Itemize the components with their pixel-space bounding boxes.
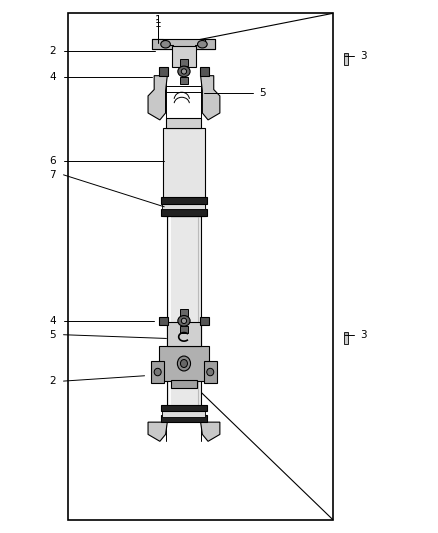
Bar	[172, 46, 196, 67]
Ellipse shape	[181, 69, 187, 74]
Bar	[204, 361, 217, 383]
Text: 1: 1	[154, 19, 161, 29]
Bar	[161, 197, 207, 204]
Bar	[162, 411, 205, 417]
Text: 6: 6	[49, 156, 56, 166]
Bar	[171, 380, 197, 388]
Polygon shape	[195, 39, 215, 49]
Bar	[161, 209, 207, 216]
Ellipse shape	[180, 359, 187, 368]
Bar	[180, 309, 188, 316]
Bar	[167, 216, 201, 417]
Bar	[151, 361, 164, 383]
Ellipse shape	[207, 368, 214, 376]
Polygon shape	[148, 422, 167, 441]
Bar	[162, 204, 205, 209]
Bar	[200, 67, 209, 76]
Text: 4: 4	[49, 316, 56, 326]
Bar	[180, 326, 188, 333]
Bar	[68, 13, 333, 520]
Bar	[159, 67, 168, 76]
Polygon shape	[148, 76, 167, 120]
Bar	[344, 332, 348, 335]
Text: 3: 3	[360, 330, 367, 340]
Ellipse shape	[198, 41, 207, 48]
Text: 2: 2	[49, 376, 56, 386]
Bar	[180, 59, 188, 66]
Text: 7: 7	[49, 170, 56, 180]
Bar	[152, 39, 215, 49]
Text: 1: 1	[154, 15, 161, 25]
Ellipse shape	[178, 66, 190, 77]
Ellipse shape	[181, 318, 187, 324]
Bar	[166, 118, 201, 128]
Bar	[159, 346, 209, 381]
Bar	[161, 415, 207, 422]
Bar	[161, 405, 207, 411]
Text: 5: 5	[49, 330, 56, 340]
Ellipse shape	[177, 356, 191, 371]
Ellipse shape	[161, 41, 170, 48]
Polygon shape	[201, 76, 220, 120]
Polygon shape	[152, 39, 173, 49]
Polygon shape	[201, 422, 220, 441]
Bar	[180, 77, 188, 84]
Bar	[163, 128, 205, 216]
Text: 3: 3	[360, 51, 367, 61]
Text: 5: 5	[259, 88, 266, 98]
Bar	[159, 317, 168, 325]
Ellipse shape	[154, 368, 161, 376]
Bar	[200, 317, 209, 325]
Ellipse shape	[178, 316, 190, 326]
Bar	[344, 56, 348, 65]
Bar	[167, 322, 201, 346]
Bar	[344, 53, 348, 56]
Bar	[344, 335, 348, 344]
Text: 4: 4	[49, 72, 56, 82]
Text: 2: 2	[49, 46, 56, 55]
